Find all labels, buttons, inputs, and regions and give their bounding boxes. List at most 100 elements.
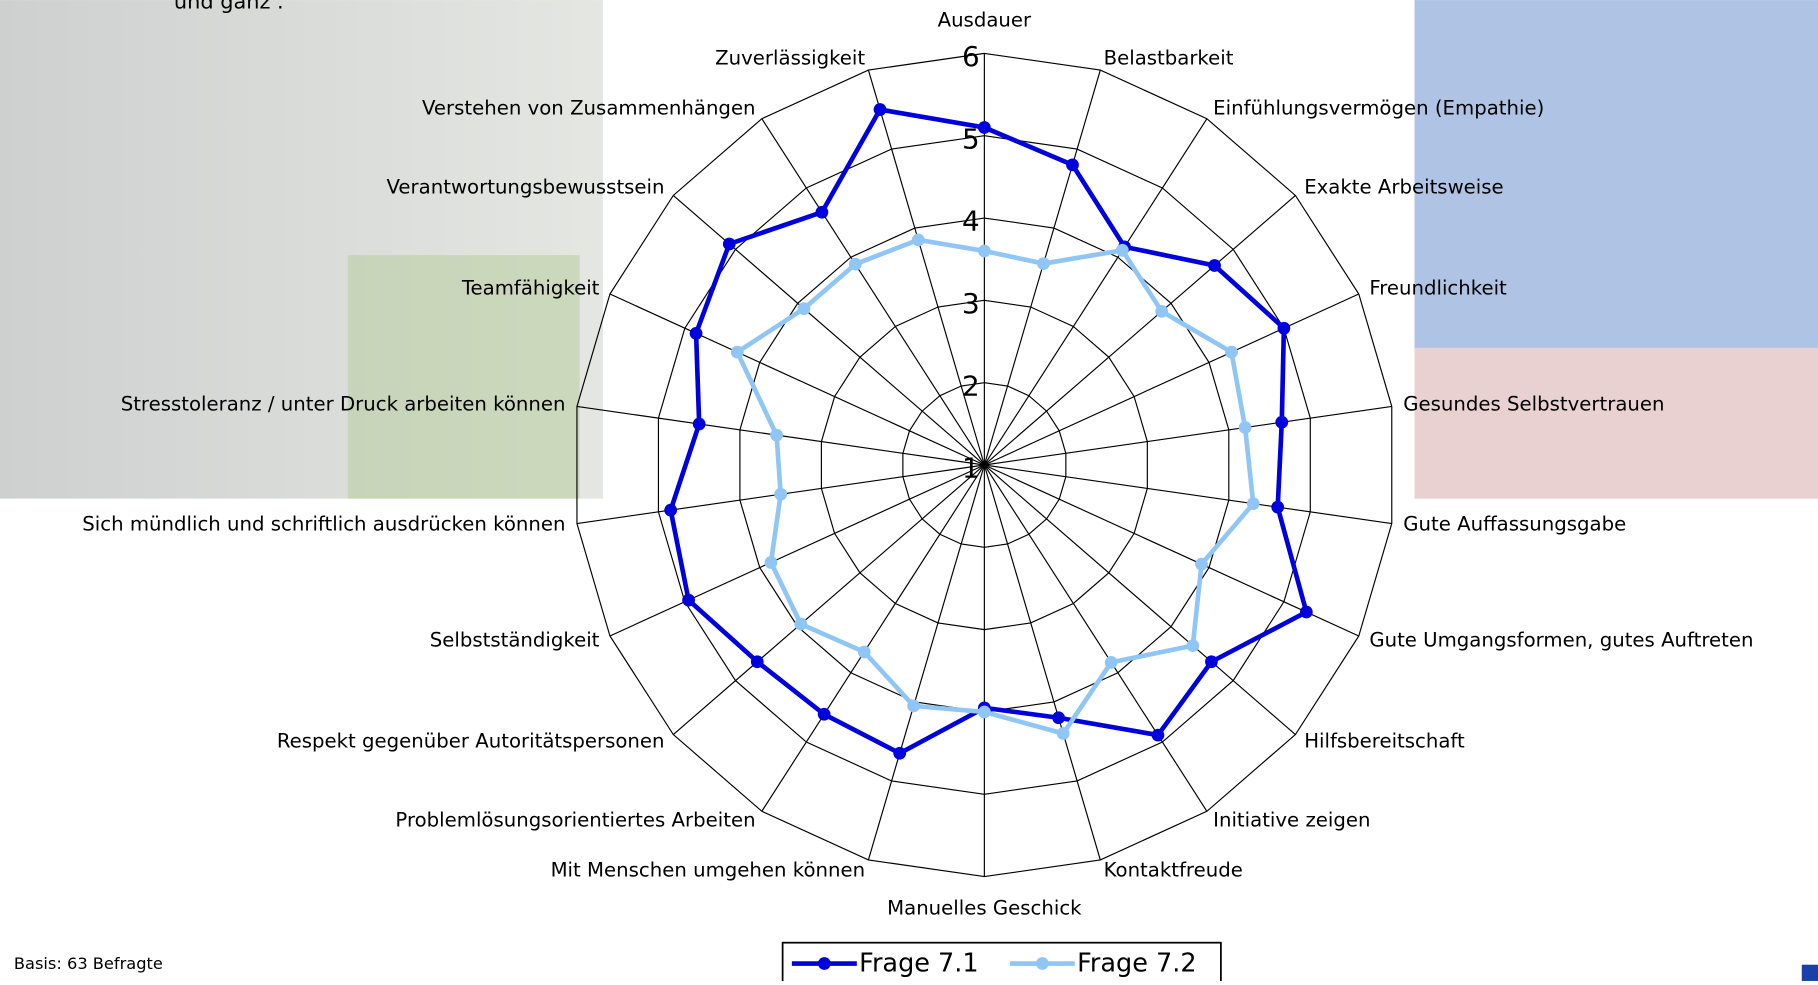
data-point bbox=[857, 645, 871, 659]
category-label: Selbstständigkeit bbox=[430, 628, 600, 651]
legend-swatch bbox=[1035, 957, 1049, 970]
category-label: Initiative zeigen bbox=[1213, 809, 1370, 832]
data-point bbox=[817, 707, 831, 721]
background-photo bbox=[347, 255, 580, 499]
data-point bbox=[1299, 605, 1313, 619]
category-label: Problemlösungsorientiertes Arbeiten bbox=[395, 809, 755, 832]
spoke bbox=[672, 464, 985, 735]
category-label: Einfühlungsvermögen (Empathie) bbox=[1213, 96, 1544, 119]
category-label: Manuelles Geschick bbox=[887, 897, 1082, 920]
data-point bbox=[797, 302, 811, 316]
spoke bbox=[609, 293, 985, 466]
background-banner bbox=[1414, 0, 1818, 348]
data-point bbox=[1037, 257, 1050, 270]
data-point bbox=[977, 121, 991, 134]
data-point bbox=[848, 257, 862, 271]
spoke bbox=[867, 464, 985, 861]
data-point bbox=[1151, 728, 1165, 742]
data-point bbox=[764, 556, 778, 569]
data-point bbox=[815, 205, 829, 219]
category-label: Ausdauer bbox=[938, 8, 1032, 31]
r-tick-label: 1 bbox=[962, 452, 980, 485]
data-point bbox=[1238, 421, 1252, 434]
logo-corner bbox=[1801, 964, 1818, 981]
data-point bbox=[1056, 727, 1070, 740]
data-point bbox=[1066, 158, 1079, 172]
data-point bbox=[1195, 557, 1208, 571]
spoke bbox=[983, 464, 1296, 735]
series-line bbox=[734, 237, 1256, 737]
background-banner bbox=[1414, 347, 1818, 499]
data-point bbox=[907, 699, 921, 713]
data-point bbox=[1225, 345, 1238, 359]
data-point bbox=[1052, 711, 1065, 725]
data-point bbox=[1275, 415, 1289, 429]
category-label: Freundlichkeit bbox=[1369, 277, 1507, 300]
category-label: Belastbarkeit bbox=[1104, 46, 1234, 69]
r-tick-label: 5 bbox=[962, 122, 980, 155]
legend-label: Frage 7.2 bbox=[1077, 949, 1196, 979]
data-point bbox=[692, 417, 706, 431]
spoke bbox=[983, 464, 1101, 861]
data-point bbox=[750, 655, 764, 669]
spoke bbox=[761, 118, 985, 466]
data-point bbox=[1277, 321, 1291, 335]
data-point bbox=[911, 233, 925, 247]
footnote: Basis: 63 Befragte bbox=[14, 954, 163, 973]
category-label: Mit Menschen umgehen können bbox=[551, 859, 866, 882]
data-point bbox=[1115, 243, 1129, 257]
r-tick-label: 4 bbox=[962, 205, 980, 238]
data-point bbox=[1208, 259, 1221, 272]
data-point bbox=[1186, 639, 1200, 652]
note: und ganz . bbox=[174, 0, 284, 13]
category-label: Stresstoleranz / unter Druck arbeiten kö… bbox=[121, 392, 566, 415]
spoke bbox=[867, 69, 985, 466]
category-label: Gute Umgangsformen, gutes Auftreten bbox=[1369, 628, 1753, 651]
category-label: Kontaktfreude bbox=[1104, 859, 1243, 882]
data-point bbox=[977, 244, 991, 258]
spoke bbox=[983, 464, 1208, 812]
category-label: Exakte Arbeitsweise bbox=[1304, 175, 1503, 198]
spoke bbox=[983, 195, 1296, 466]
data-point bbox=[1246, 497, 1260, 511]
data-point bbox=[873, 103, 887, 116]
data-point bbox=[1155, 304, 1169, 318]
category-label: Sich mündlich und schriftlich ausdrücken… bbox=[82, 513, 565, 536]
category-label: Verstehen von Zusammenhängen bbox=[422, 96, 756, 119]
r-tick-label: 6 bbox=[962, 40, 980, 73]
legend-label: Frage 7.1 bbox=[859, 949, 978, 979]
category-label: Verantwortungsbewusstsein bbox=[386, 175, 664, 198]
category-label: Respekt gegenüber Autoritätspersonen bbox=[277, 730, 665, 753]
data-point bbox=[1104, 655, 1118, 669]
spoke bbox=[984, 293, 1360, 466]
data-point bbox=[722, 237, 736, 251]
category-label: Teamfähigkeit bbox=[461, 277, 600, 300]
data-point bbox=[689, 326, 703, 340]
data-point bbox=[1205, 655, 1218, 669]
category-label: Hilfsbereitschaft bbox=[1304, 730, 1465, 753]
data-point bbox=[730, 345, 744, 359]
spoke bbox=[984, 464, 1360, 637]
data-point bbox=[774, 487, 788, 501]
spoke bbox=[983, 118, 1208, 466]
data-point bbox=[794, 617, 808, 631]
data-point bbox=[664, 503, 678, 517]
legend-swatch bbox=[817, 957, 831, 970]
category-label: Gute Auffassungsgabe bbox=[1403, 513, 1626, 536]
data-point bbox=[770, 428, 783, 442]
data-point bbox=[893, 746, 907, 760]
data-point bbox=[682, 593, 695, 607]
spoke bbox=[672, 195, 985, 466]
data-point bbox=[977, 705, 991, 719]
spoke bbox=[609, 464, 985, 637]
r-tick-label: 3 bbox=[962, 287, 980, 320]
r-tick-label: 2 bbox=[962, 369, 980, 402]
data-point bbox=[1271, 500, 1285, 514]
spoke bbox=[984, 405, 1392, 466]
category-label: Zuverlässigkeit bbox=[715, 46, 865, 69]
category-label: Gesundes Selbstvertrauen bbox=[1403, 392, 1664, 415]
spoke bbox=[984, 464, 1392, 525]
spoke bbox=[761, 464, 985, 812]
